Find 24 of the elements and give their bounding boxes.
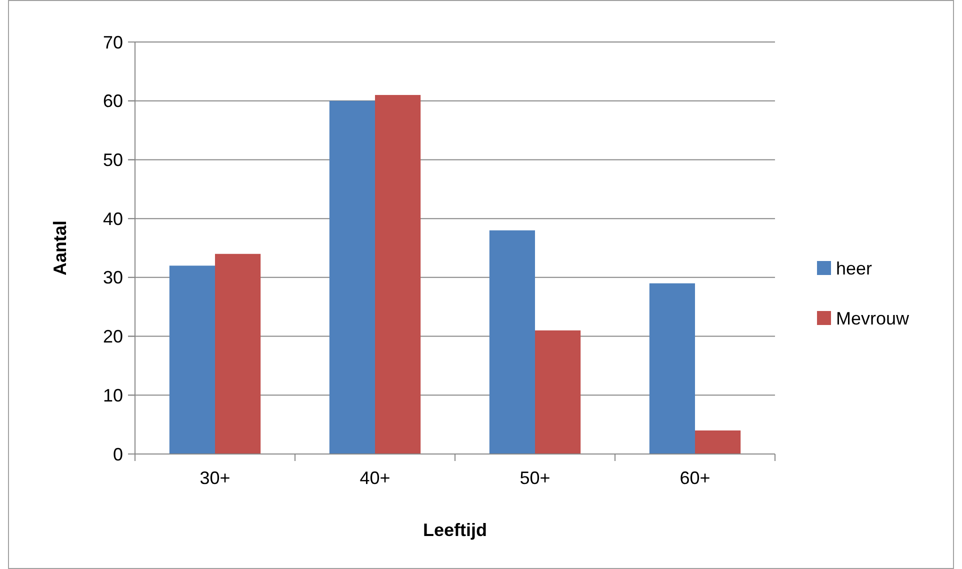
bar [169,266,215,454]
bar [329,100,375,454]
x-tick-label: 60+ [680,468,710,488]
bar [489,230,535,454]
y-tick-label: 30 [102,268,123,288]
y-tick-label: 60 [102,91,123,112]
legend-label: heer [836,258,872,278]
y-tick-label: 20 [102,326,123,347]
y-tick-label: 40 [102,208,123,229]
bar [695,430,741,454]
x-axis-title: Leeftijd [422,520,488,540]
y-axis-title: Aantal [50,220,70,276]
y-tick-label: 10 [102,385,123,406]
y-tick-label: 50 [102,150,123,170]
x-tick-label: 40+ [360,468,390,488]
bar [649,283,695,454]
x-tick-label: 30+ [200,468,230,488]
bar [375,94,421,454]
bar [535,330,581,454]
x-tick-label: 50+ [520,468,550,488]
y-tick-label: 0 [112,444,123,464]
y-tick-label: 70 [102,32,123,52]
bar [215,254,261,454]
legend-label: Mevrouw [836,308,910,328]
